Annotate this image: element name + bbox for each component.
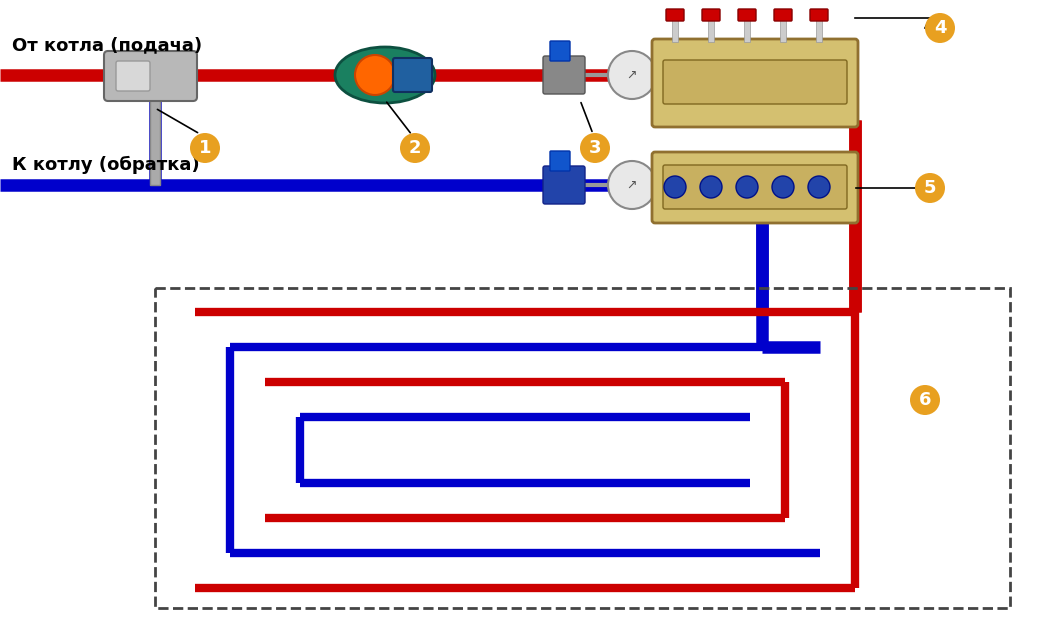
- FancyBboxPatch shape: [652, 152, 858, 223]
- FancyBboxPatch shape: [774, 9, 792, 21]
- Circle shape: [910, 385, 940, 415]
- Text: 1: 1: [199, 139, 211, 157]
- Bar: [154, 288, 1010, 608]
- Circle shape: [400, 133, 430, 163]
- Circle shape: [925, 13, 955, 43]
- FancyBboxPatch shape: [543, 166, 585, 204]
- Bar: [816, 12, 822, 42]
- FancyBboxPatch shape: [652, 39, 858, 127]
- Circle shape: [700, 176, 722, 198]
- Circle shape: [580, 133, 610, 163]
- Circle shape: [355, 55, 395, 95]
- FancyBboxPatch shape: [543, 56, 585, 94]
- Text: 4: 4: [933, 19, 946, 37]
- Text: 5: 5: [924, 179, 936, 197]
- Text: К котлу (обратка): К котлу (обратка): [12, 156, 200, 174]
- FancyBboxPatch shape: [702, 9, 720, 21]
- Text: 6: 6: [919, 391, 931, 409]
- FancyBboxPatch shape: [663, 60, 847, 104]
- Circle shape: [607, 51, 656, 99]
- FancyBboxPatch shape: [738, 9, 756, 21]
- FancyBboxPatch shape: [666, 9, 684, 21]
- Text: От котла (подача): От котла (подача): [12, 36, 202, 54]
- FancyBboxPatch shape: [810, 9, 828, 21]
- Bar: [150, 95, 160, 185]
- FancyBboxPatch shape: [550, 41, 570, 61]
- Bar: [672, 12, 678, 42]
- Circle shape: [808, 176, 830, 198]
- Circle shape: [915, 173, 945, 203]
- FancyBboxPatch shape: [104, 51, 197, 101]
- Ellipse shape: [335, 47, 435, 103]
- Bar: [708, 12, 714, 42]
- Text: 3: 3: [589, 139, 601, 157]
- FancyBboxPatch shape: [663, 165, 847, 209]
- Text: ↗: ↗: [626, 179, 637, 192]
- Circle shape: [190, 133, 220, 163]
- Text: ↗: ↗: [626, 69, 637, 82]
- Circle shape: [772, 176, 794, 198]
- Circle shape: [664, 176, 686, 198]
- Text: 2: 2: [409, 139, 421, 157]
- FancyBboxPatch shape: [116, 61, 150, 91]
- FancyBboxPatch shape: [550, 151, 570, 171]
- FancyBboxPatch shape: [393, 58, 432, 92]
- Circle shape: [736, 176, 758, 198]
- Bar: [744, 12, 750, 42]
- Bar: [780, 12, 786, 42]
- Circle shape: [607, 161, 656, 209]
